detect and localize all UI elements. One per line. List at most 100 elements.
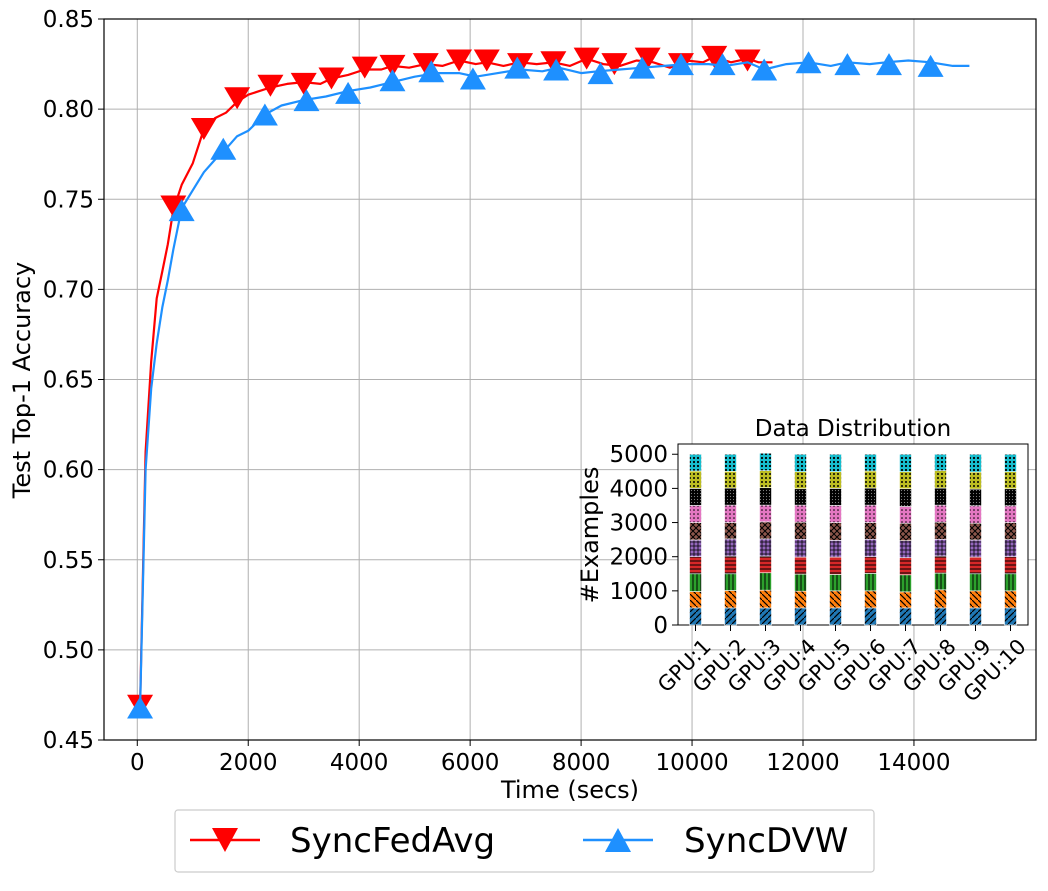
y-tick-label: 0.60 bbox=[43, 458, 94, 484]
bar-segment bbox=[724, 471, 737, 489]
inset-bars bbox=[689, 452, 1017, 626]
bar-segment bbox=[969, 607, 982, 626]
series-line-syncfedavg bbox=[139, 55, 773, 706]
inset-y-axis-label: #Examples bbox=[576, 467, 604, 604]
bar-segment bbox=[759, 470, 772, 489]
data-point-syncfedavg bbox=[601, 53, 628, 76]
legend-marker-triangle-down-icon bbox=[212, 828, 238, 852]
data-point-syncfedavg bbox=[473, 49, 500, 72]
data-point-syncdvw bbox=[168, 199, 195, 222]
bar-segment bbox=[689, 607, 702, 626]
bar-segment bbox=[759, 607, 772, 626]
bar-segment bbox=[864, 487, 877, 506]
bar-segment bbox=[724, 538, 737, 557]
main-y-ticks: 0.45 0.50 0.55 0.60 0.65 0.70 0.75 0.80 0.85 bbox=[43, 7, 104, 754]
bar-segment bbox=[794, 590, 807, 609]
bar-segment bbox=[969, 573, 982, 592]
x-tick-label: 4000 bbox=[330, 750, 389, 776]
stacked-bar-gpu-6 bbox=[864, 453, 877, 626]
bar-segment bbox=[934, 453, 947, 471]
data-point-syncdvw bbox=[834, 53, 861, 76]
y-tick-label: 0.65 bbox=[43, 368, 94, 394]
bar-segment bbox=[934, 572, 947, 591]
bar-segment bbox=[969, 539, 982, 558]
y-tick-label: 0.50 bbox=[43, 638, 94, 664]
main-series bbox=[127, 45, 970, 719]
bar-segment bbox=[829, 607, 842, 626]
bar-segment bbox=[829, 522, 842, 541]
data-point-syncfedavg bbox=[412, 53, 439, 76]
data-point-syncdvw bbox=[629, 56, 656, 79]
stacked-bar-gpu-9 bbox=[969, 453, 982, 626]
bar-segment bbox=[724, 522, 737, 540]
bar-segment bbox=[829, 556, 842, 575]
data-point-syncdvw bbox=[709, 53, 736, 76]
inset-y-tick-label: 1000 bbox=[609, 579, 668, 605]
bar-segment bbox=[829, 471, 842, 489]
bar-segment bbox=[794, 488, 807, 506]
bar-segment bbox=[794, 538, 807, 558]
bar-segment bbox=[724, 555, 737, 575]
legend-marker-triangle-up-icon bbox=[605, 828, 631, 852]
bar-segment bbox=[689, 522, 702, 541]
y-axis-label: Test Top-1 Accuracy bbox=[8, 262, 36, 500]
bar-segment bbox=[724, 504, 737, 523]
bar-segment bbox=[1004, 590, 1017, 609]
bar-segment bbox=[864, 504, 877, 523]
bar-segment bbox=[969, 590, 982, 609]
bar-segment bbox=[829, 574, 842, 592]
x-tick-label: 6000 bbox=[441, 750, 500, 776]
data-point-syncdvw bbox=[251, 103, 278, 126]
bar-segment bbox=[899, 522, 912, 541]
bar-segment bbox=[794, 504, 807, 523]
x-tick-label: 12000 bbox=[766, 750, 839, 776]
bar-segment bbox=[794, 453, 807, 472]
data-point-syncdvw bbox=[751, 58, 778, 81]
data-point-syncfedavg bbox=[379, 54, 406, 77]
bar-segment bbox=[934, 487, 947, 506]
bar-segment bbox=[864, 470, 877, 489]
data-point-syncdvw bbox=[127, 696, 154, 719]
bar-segment bbox=[934, 521, 947, 540]
bar-segment bbox=[934, 555, 947, 574]
stacked-bar-gpu-10 bbox=[1004, 453, 1017, 626]
main-chart: 0 2000 4000 6000 8000 10000 12000 14000 0.450.5… bbox=[8, 7, 1037, 804]
bar-segment bbox=[829, 540, 842, 558]
stacked-bar-gpu-7 bbox=[899, 453, 912, 626]
data-point-syncdvw bbox=[379, 69, 406, 92]
bar-segment bbox=[794, 521, 807, 540]
bar-segment bbox=[934, 538, 947, 557]
bar-segment bbox=[969, 488, 982, 507]
legend-item-syncfedavg: SyncFedAvg bbox=[190, 821, 495, 861]
stacked-bar-gpu-2 bbox=[724, 453, 737, 626]
x-tick-label: 14000 bbox=[877, 750, 950, 776]
bar-segment bbox=[934, 470, 947, 489]
bar-segment bbox=[934, 589, 947, 609]
bar-segment bbox=[689, 539, 702, 557]
inset-y-tick-label: 5000 bbox=[609, 442, 668, 468]
stacked-bar-gpu-8 bbox=[934, 453, 947, 626]
data-point-syncfedavg bbox=[734, 49, 761, 72]
bar-segment bbox=[969, 453, 982, 473]
bar-segment bbox=[829, 505, 842, 523]
bar-segment bbox=[829, 488, 842, 506]
bar-segment bbox=[899, 607, 912, 626]
bar-segment bbox=[794, 573, 807, 592]
bar-segment bbox=[689, 488, 702, 506]
bar-segment bbox=[969, 556, 982, 575]
data-point-syncdvw bbox=[459, 67, 486, 90]
x-tick-label: 2000 bbox=[219, 750, 278, 776]
x-tick-label: 8000 bbox=[552, 750, 611, 776]
bar-segment bbox=[864, 556, 877, 574]
bar-segment bbox=[1004, 522, 1017, 540]
bar-segment bbox=[899, 453, 912, 472]
y-tick-label: 0.75 bbox=[43, 187, 94, 213]
legend-box bbox=[174, 809, 875, 873]
data-point-syncfedavg bbox=[224, 87, 251, 110]
x-axis-label: Time (secs) bbox=[500, 776, 639, 804]
bar-segment bbox=[899, 540, 912, 559]
data-point-syncdvw bbox=[293, 89, 320, 112]
data-point-syncdvw bbox=[587, 62, 614, 85]
legend-item-syncdvw: SyncDVW bbox=[583, 821, 848, 861]
